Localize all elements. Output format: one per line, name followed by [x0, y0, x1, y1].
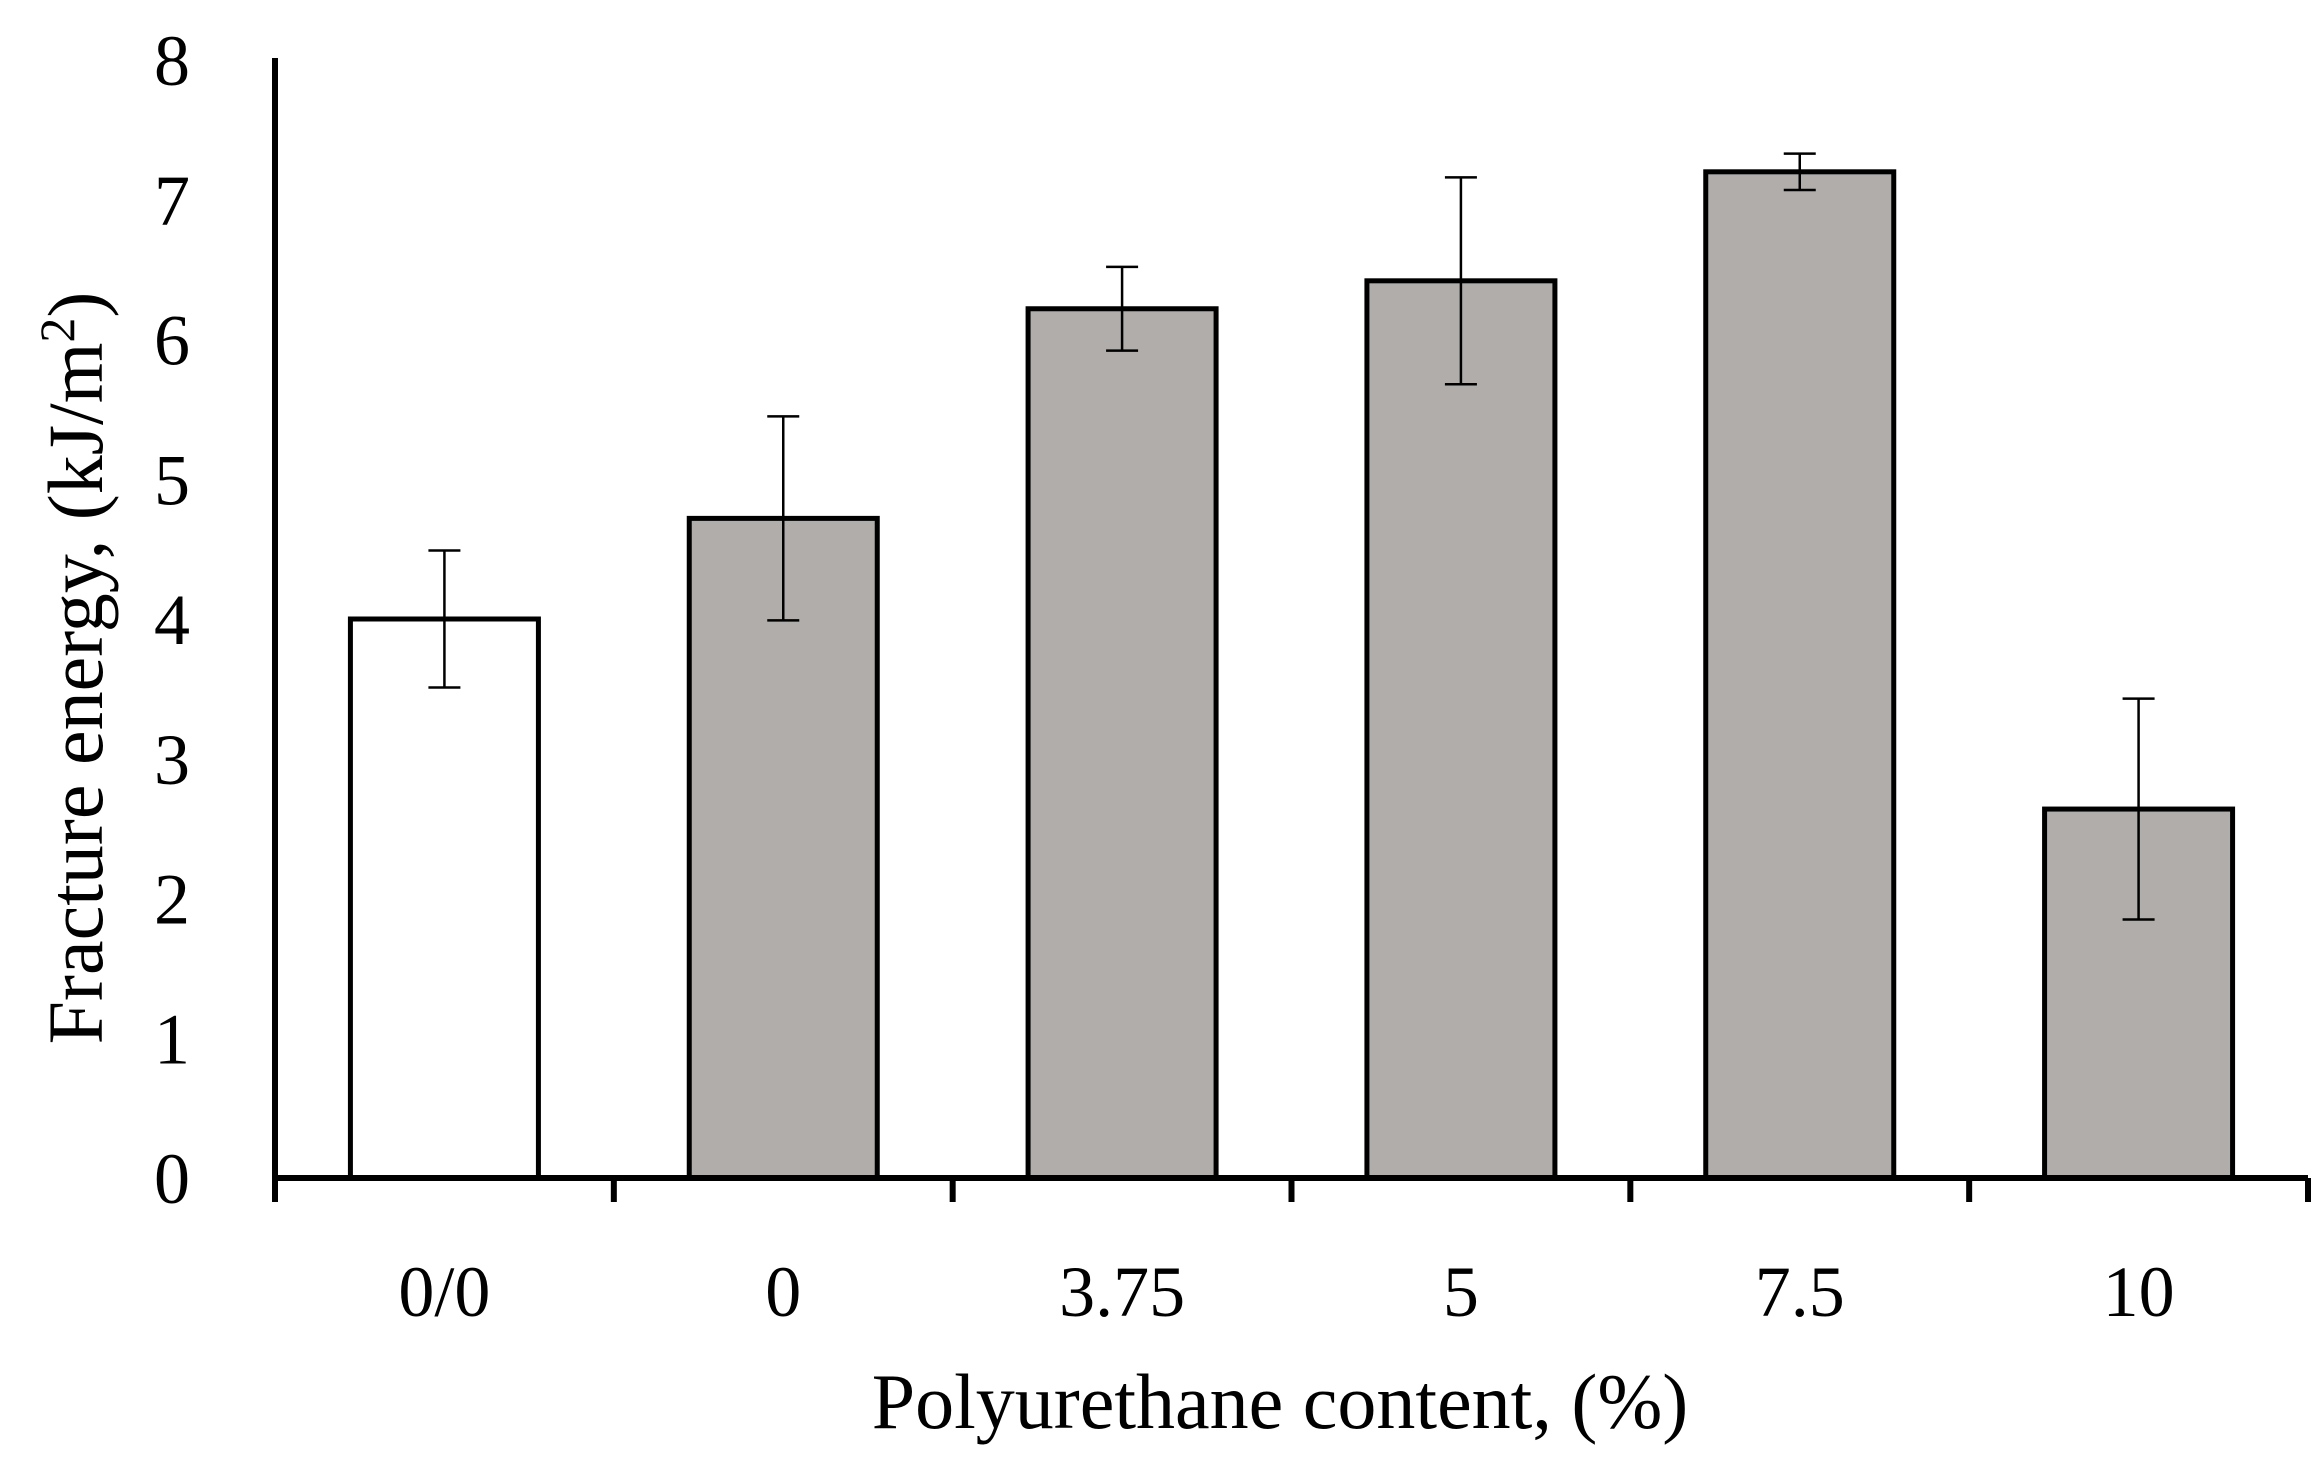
- y-axis-title-superscript: 2: [29, 318, 85, 343]
- y-tick-labels: 0 1 2 3 4 5 6 7 8: [154, 21, 190, 1219]
- x-tick-label-2: 3.75: [1059, 1252, 1185, 1332]
- error-bars-group: [428, 152, 2155, 921]
- x-tick-labels: 0/0 0 3.75 5 7.5 10: [398, 1252, 2174, 1332]
- y-axis-title: Fracture energy, (kJ/m2): [29, 292, 119, 1045]
- bar-1: [686, 515, 880, 1181]
- bar-4: [1703, 169, 1897, 1181]
- y-axis-title-close: ): [32, 292, 119, 318]
- y-tick-label-0: 0: [154, 1139, 190, 1219]
- bar-3: [1364, 278, 1558, 1181]
- x-tick-label-1: 0: [765, 1252, 801, 1332]
- x-tick-label-4: 7.5: [1755, 1252, 1845, 1332]
- y-tick-label-7: 7: [154, 161, 190, 241]
- y-tick-label-2: 2: [154, 860, 190, 940]
- bar-0: [347, 616, 541, 1181]
- bars-group: [347, 169, 2236, 1181]
- x-tick-label-5: 10: [2103, 1252, 2175, 1332]
- bar-2: [1025, 306, 1219, 1181]
- y-tick-label-8: 8: [154, 21, 190, 101]
- x-tick-label-3: 5: [1443, 1252, 1479, 1332]
- y-tick-label-5: 5: [154, 440, 190, 520]
- x-axis-title: Polyurethane content, (%): [872, 1358, 1689, 1445]
- axes-group: [272, 58, 2311, 1202]
- y-tick-label-4: 4: [154, 580, 190, 660]
- x-tick-label-0: 0/0: [398, 1252, 490, 1332]
- y-tick-label-3: 3: [154, 720, 190, 800]
- y-tick-label-6: 6: [154, 301, 190, 381]
- y-tick-label-1: 1: [154, 999, 190, 1079]
- y-axis-title-main: Fracture energy, (kJ/m: [32, 343, 119, 1045]
